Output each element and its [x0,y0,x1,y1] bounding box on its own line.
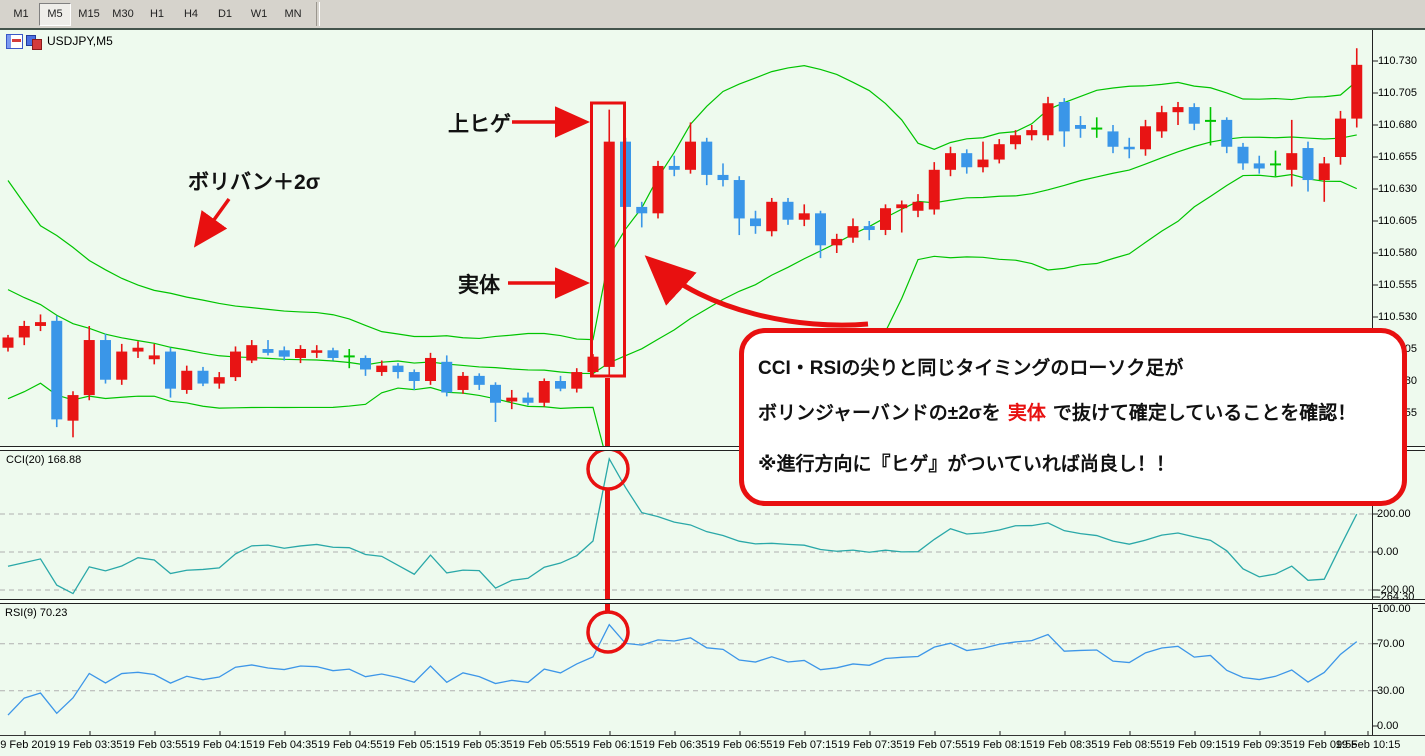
panel-divider-cci[interactable] [0,446,1425,451]
candlesticks [2,48,1363,438]
time-axis-line [0,735,1425,736]
timeframe-button-group: M1 M5 M15 M30 H1 H4 D1 W1 MN [0,1,310,27]
tf-button-MN[interactable]: MN [284,8,302,20]
tf-button-W1[interactable]: W1 [250,8,268,20]
indicator-axis-label: 200.00 [1377,508,1411,520]
time-axis-label: 19 Feb 05:15 [382,739,448,751]
cci-label: CCI(20) 168.88 [6,454,82,466]
price-axis-label: 110.730 [1378,55,1417,67]
tf-button-M5[interactable]: M5 [39,2,71,26]
price-axis-label: 110.630 [1378,183,1417,195]
time-axis-label: 19 Feb 09:35 [1227,739,1293,751]
callout-line1: CCI・RSIの尖りと同じタイミングのローソク足が [758,358,1184,379]
price-axis-label: 110.605 [1378,215,1417,227]
panel-divider-rsi[interactable] [0,599,1425,604]
price-axis-label: 110.680 [1378,119,1417,131]
tf-button-M15[interactable]: M15 [78,8,100,20]
time-axis-label: 19 Feb 06:55 [707,739,773,751]
cci-line [7,456,1358,595]
callout-body-emphasis: 実体 [1007,403,1046,424]
indicator-gridlines [0,513,1372,692]
price-axis-label: 110.655 [1378,151,1417,163]
indicator-axis-label: 0.00 [1377,720,1399,732]
time-axis-label: 19 Feb 05:55 [512,739,578,751]
time-axis-label: 19 Feb 06:35 [642,739,708,751]
time-axis-label: 19 Feb 03:55 [122,739,188,751]
chart-bars-icon [26,34,42,50]
time-axis-label: 19 Feb 09:15 [1162,739,1228,751]
time-axis-label: 19 Feb 07:15 [772,739,838,751]
indicator-axis-label: -200.00 [1377,584,1415,596]
tf-button-M30[interactable]: M30 [112,8,134,20]
time-axis-label: 19 Feb 08:15 [967,739,1033,751]
indicator-axis-label: 0.00 [1377,546,1399,558]
symbol-title-row: USDJPY,M5 [6,33,113,50]
indicator-axis-label: 100.00 [1377,602,1411,615]
tf-button-H1[interactable]: H1 [149,8,165,20]
time-axis-label: 19 Feb 09:55 [1292,739,1358,751]
tf-button-M1[interactable]: M1 [13,8,29,20]
time-axis-label: 19 Feb 2019 [0,739,56,751]
rsi-label: RSI(9) 70.23 [5,607,68,619]
time-axis-label: 19 Feb 08:55 [1097,739,1163,751]
price-axis-label: 110.580 [1378,247,1417,259]
highlight-annotations [193,101,869,654]
time-axis-label: 19 Feb 05:35 [447,739,513,751]
callout-line3: ※進行方向に『ヒゲ』がついていれば尚良し！！ [758,454,1175,475]
candle-body-label: 実体 [458,274,500,297]
time-axis-label: 19 Feb 04:35 [252,739,318,751]
time-axis-label: 19 Feb 07:35 [837,739,903,751]
time-axis-label: 19 Feb 04:15 [187,739,253,751]
callout-line2: ボリンジャーバンドの±2σを 実体 で抜けて確定していることを確認！ [758,403,1357,424]
bollinger-2sigma-label: ボリバン＋2σ [188,171,321,194]
symbol-title: USDJPY,M5 [47,34,113,48]
rsi-line [7,623,1358,716]
time-axis-label: 19 Feb 03:35 [57,739,123,751]
tf-button-D1[interactable]: D1 [217,8,233,20]
price-axis-label: 110.555 [1378,279,1417,291]
price-axis-label: 110.705 [1378,87,1417,99]
time-axis-label: 19 Feb 10:15 [1335,739,1401,751]
upper-wick-label: 上ヒゲ [448,113,511,136]
tf-button-H4[interactable]: H4 [183,8,199,20]
time-axis-label: 19 Feb 06:15 [577,739,643,751]
indicator-axis-label: 70.00 [1377,637,1405,650]
time-axis-label: 19 Feb 08:35 [1032,739,1098,751]
callout-box: CCI・RSIの尖りと同じタイミングのローソク足が ボリンジャーバンドの±2σを… [739,328,1407,506]
timeframe-toolbar: M1 M5 M15 M30 H1 H4 D1 W1 MN [0,0,1425,30]
quotes-icon [6,33,23,49]
time-axis-label: 19 Feb 07:55 [902,739,968,751]
toolbar-separator [316,2,320,26]
price-axis-label: 110.530 [1378,311,1417,323]
time-axis-label: 19 Feb 04:55 [317,739,383,751]
indicator-axis-label: 30.00 [1377,684,1405,697]
